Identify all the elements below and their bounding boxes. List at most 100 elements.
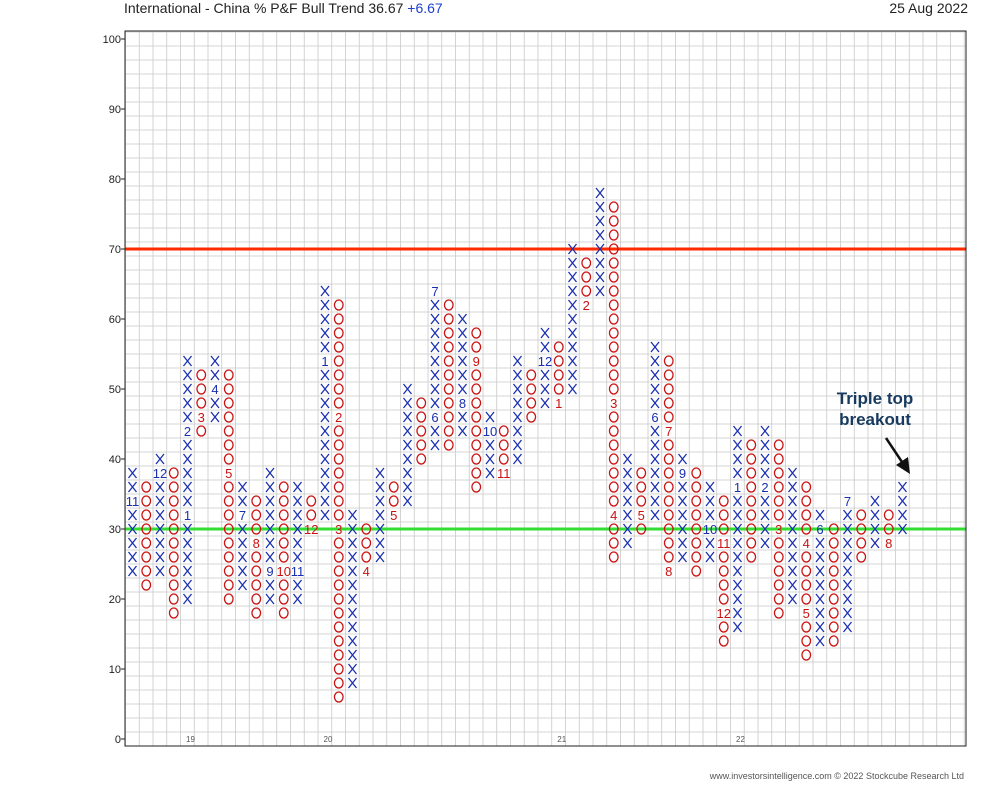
x-mark: [732, 621, 743, 633]
x-mark: [375, 551, 385, 563]
x-mark: [732, 523, 743, 535]
o-mark: [416, 425, 427, 437]
o-mark: [251, 551, 262, 563]
month-label: 7: [665, 424, 672, 439]
o-mark: [278, 607, 289, 619]
x-mark: [595, 243, 605, 255]
chart-frame: [124, 30, 967, 747]
y-tick-label: 100: [103, 34, 121, 46]
x-mark: [402, 495, 413, 507]
o-mark: [773, 537, 784, 549]
o-mark: [856, 537, 867, 549]
x-mark: [512, 439, 523, 451]
x-mark: [320, 453, 330, 465]
o-mark: [608, 243, 619, 255]
x-mark: [237, 495, 248, 507]
x-mark: [650, 481, 660, 493]
x-mark: [457, 425, 468, 437]
year-label: 21: [557, 735, 566, 744]
x-mark: [897, 495, 908, 507]
x-mark: [567, 383, 578, 395]
title-text: International - China % P&F Bull Trend: [124, 0, 365, 16]
x-mark: [760, 453, 770, 465]
x-mark: [677, 509, 688, 521]
change-value: +6.67: [407, 0, 443, 16]
o-mark: [663, 509, 674, 521]
o-mark: [746, 453, 757, 465]
o-mark: [608, 383, 619, 395]
o-mark: [498, 425, 509, 437]
x-mark: [320, 369, 330, 381]
o-mark: [636, 481, 647, 493]
trend-lines: [125, 247, 966, 531]
x-mark: [292, 537, 303, 549]
month-label: 10: [703, 522, 717, 537]
x-mark: [870, 523, 880, 535]
o-mark: [801, 621, 812, 633]
o-mark: [581, 257, 592, 269]
o-mark: [746, 523, 757, 535]
x-mark: [237, 565, 248, 577]
o-mark: [801, 481, 812, 493]
o-mark: [141, 565, 152, 577]
x-mark: [650, 341, 660, 353]
month-label: 4: [610, 508, 617, 523]
x-mark: [540, 369, 550, 381]
x-mark: [622, 481, 633, 493]
o-mark: [223, 397, 234, 409]
o-mark: [278, 537, 289, 549]
x-mark: [182, 467, 193, 479]
o-mark: [636, 523, 647, 535]
o-mark: [691, 565, 702, 577]
o-mark: [471, 481, 482, 493]
o-mark: [471, 467, 482, 479]
month-label: 11: [291, 564, 305, 579]
x-mark: [787, 509, 798, 521]
o-mark: [333, 425, 344, 437]
x-mark: [732, 439, 743, 451]
x-mark: [787, 593, 798, 605]
o-mark: [856, 523, 867, 535]
o-mark: [141, 579, 152, 591]
x-mark: [650, 383, 660, 395]
month-label: 11: [717, 536, 731, 551]
x-mark: [485, 411, 495, 423]
o-mark: [608, 285, 619, 297]
x-mark: [760, 439, 770, 451]
o-mark: [773, 495, 784, 507]
o-mark: [168, 579, 179, 591]
o-mark: [333, 551, 344, 563]
o-mark: [306, 495, 317, 507]
o-mark: [443, 299, 454, 311]
o-mark: [718, 509, 729, 521]
x-mark: [815, 579, 825, 591]
o-mark: [278, 509, 289, 521]
o-mark: [388, 481, 399, 493]
o-mark: [746, 439, 757, 451]
x-mark: [292, 579, 303, 591]
o-mark: [526, 383, 537, 395]
x-mark: [842, 593, 853, 605]
month-label: 8: [459, 396, 466, 411]
o-mark: [773, 509, 784, 521]
o-mark: [333, 369, 344, 381]
x-mark: [182, 383, 193, 395]
y-tick-label: 40: [109, 454, 121, 466]
o-mark: [856, 509, 867, 521]
month-label: 12: [717, 606, 731, 621]
o-mark: [443, 327, 454, 339]
o-mark: [608, 551, 619, 563]
x-mark: [567, 257, 578, 269]
x-mark: [842, 607, 853, 619]
o-mark: [471, 341, 482, 353]
x-mark: [182, 495, 193, 507]
o-mark: [168, 551, 179, 563]
o-mark: [691, 467, 702, 479]
o-mark: [608, 425, 619, 437]
x-mark: [457, 313, 468, 325]
o-mark: [471, 453, 482, 465]
o-mark: [471, 439, 482, 451]
month-label: 7: [844, 494, 851, 509]
o-mark: [333, 621, 344, 633]
